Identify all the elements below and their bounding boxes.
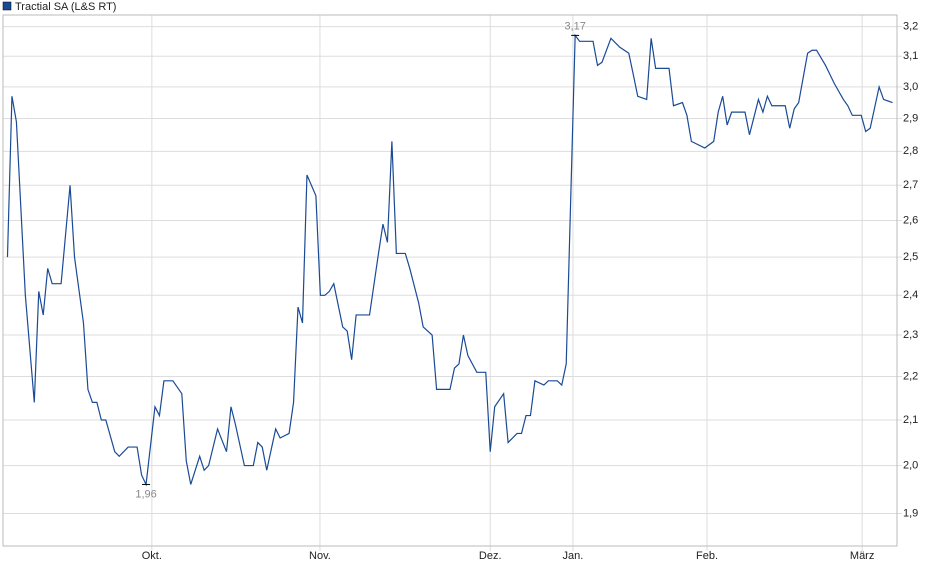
y-tick-label: 3,2 bbox=[903, 21, 918, 33]
y-tick-label: 2,1 bbox=[903, 414, 918, 426]
x-tick-label: Okt. bbox=[142, 550, 162, 562]
x-tick-label: Nov. bbox=[309, 550, 331, 562]
y-tick-label: 1,9 bbox=[903, 507, 918, 519]
extreme-label: 3,17 bbox=[564, 20, 585, 32]
legend-label: Tractial SA (L&S RT) bbox=[15, 1, 116, 13]
y-tick-label: 2,3 bbox=[903, 329, 918, 341]
y-tick-label: 2,7 bbox=[903, 179, 918, 191]
legend-swatch bbox=[2, 1, 12, 11]
x-tick-label: Dez. bbox=[479, 550, 502, 562]
y-tick-label: 2,5 bbox=[903, 251, 918, 263]
y-tick-label: 3,1 bbox=[903, 50, 918, 62]
y-tick-label: 3,0 bbox=[903, 81, 918, 93]
plot-frame bbox=[2, 14, 898, 547]
y-tick-label: 2,4 bbox=[903, 289, 918, 301]
y-tick-label: 2,8 bbox=[903, 145, 918, 157]
y-tick-label: 2,9 bbox=[903, 112, 918, 124]
price-line bbox=[6, 33, 893, 487]
x-tick-label: Feb. bbox=[696, 550, 718, 562]
x-tick-label: Jan. bbox=[563, 550, 584, 562]
y-tick-label: 2,6 bbox=[903, 214, 918, 226]
y-tick-label: 2,0 bbox=[903, 459, 918, 471]
extreme-label: 1,96 bbox=[135, 488, 156, 500]
x-tick-label: März bbox=[850, 550, 874, 562]
y-tick-label: 2,2 bbox=[903, 370, 918, 382]
